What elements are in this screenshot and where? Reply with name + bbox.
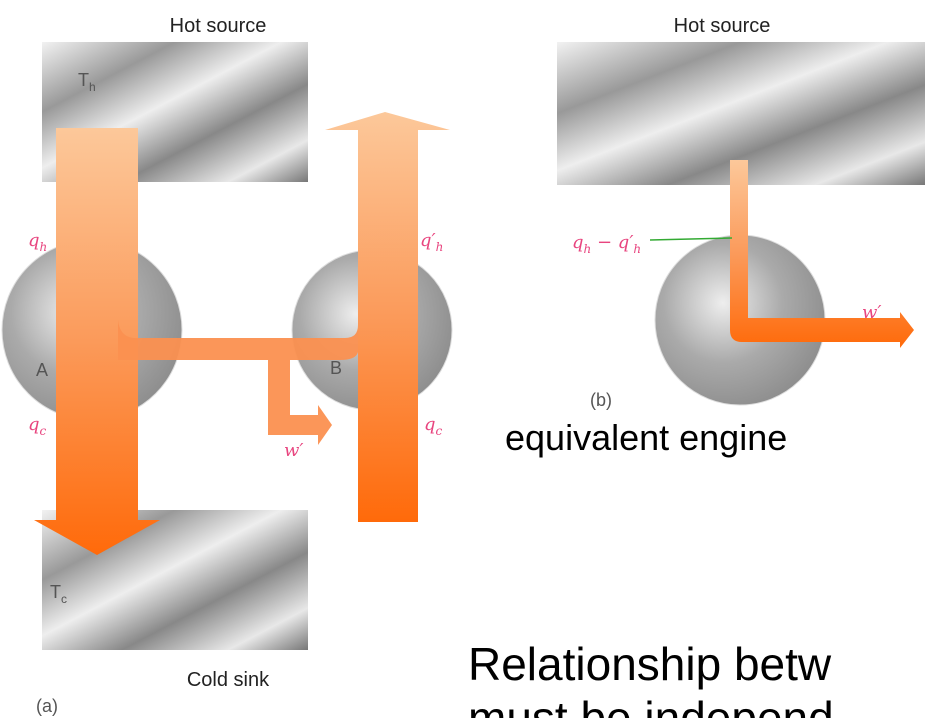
subscript: h [40,240,48,254]
symbol: − q′ [591,232,633,253]
subscript: c [40,424,47,438]
page: Hot source Cold sink (a) A B w′ Hot sour… [0,0,925,718]
subscript: c [61,592,67,606]
work-label: w′ [284,440,304,461]
symbol: T [78,70,89,90]
subscript: h [633,242,641,256]
footer-text: Relationship betw [468,638,832,690]
caption: (b) [590,390,612,410]
subscript: h [89,80,96,94]
engine-label: B [330,358,342,378]
hot-label: Hot source [674,15,771,37]
diagram: Hot source Cold sink (a) A B w′ Hot sour… [0,0,925,718]
hot-label: Hot source [170,15,267,37]
symbol-label: q′h [420,230,443,254]
symbol-label: qc [28,414,47,438]
caption: (a) [36,696,58,716]
symbol: q [572,232,584,253]
symbol-label: qh − q′h [572,232,641,256]
subtitle: equivalent engine [505,417,787,458]
symbol: T [50,582,61,602]
work-label: w′ [862,302,882,323]
symbol: q′ [420,230,436,251]
symbol-label: qc [424,414,443,438]
subscript: h [436,240,444,254]
symbol-label: qh [28,230,47,254]
footer-text: must be independ [468,692,834,718]
subscript: c [436,424,443,438]
symbol: q [424,414,436,435]
symbol: q [28,230,40,251]
cold-label: Cold sink [187,669,270,691]
symbol: q [28,414,40,435]
engine-label: A [36,360,48,380]
subscript: h [584,242,592,256]
